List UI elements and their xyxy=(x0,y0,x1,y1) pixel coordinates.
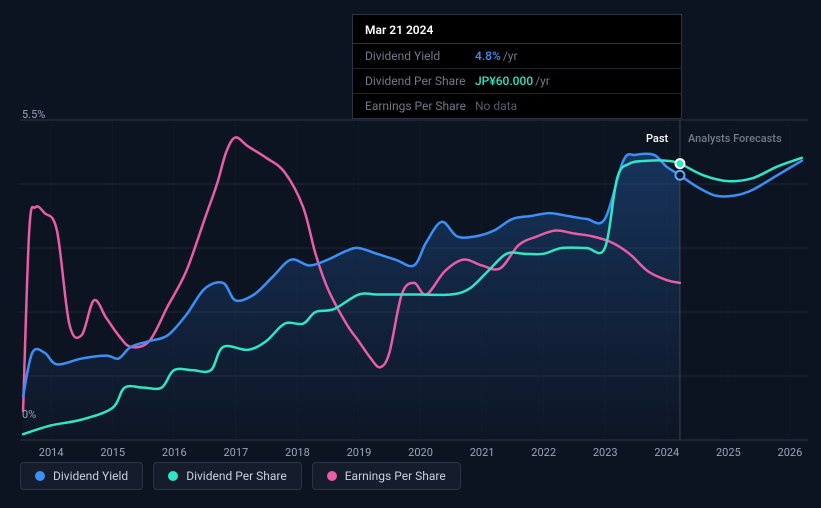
tooltip-row-value: 4.8% xyxy=(475,49,501,63)
x-tick: 2017 xyxy=(223,446,248,459)
x-tick: 2021 xyxy=(470,446,495,459)
x-tick: 2019 xyxy=(347,446,372,459)
tooltip-row: Earnings Per ShareNo data xyxy=(353,94,681,118)
x-tick: 2018 xyxy=(285,446,310,459)
analysts-forecasts-label: Analysts Forecasts xyxy=(688,132,782,145)
x-tick: 2015 xyxy=(100,446,125,459)
chart-tooltip: Mar 21 2024 Dividend Yield4.8% /yrDivide… xyxy=(352,14,682,119)
legend-label: Earnings Per Share xyxy=(345,469,446,483)
legend-item-dividend-per-share[interactable]: Dividend Per Share xyxy=(153,462,302,490)
legend-item-dividend-yield[interactable]: Dividend Yield xyxy=(20,462,143,490)
legend-item-earnings-per-share[interactable]: Earnings Per Share xyxy=(312,462,461,490)
past-label: Past xyxy=(646,132,668,145)
legend-label: Dividend Per Share xyxy=(186,469,287,483)
tooltip-row-label: Earnings Per Share xyxy=(365,99,475,113)
dividend-chart[interactable]: 5.5% 0% Past Analysts Forecasts 2014 2015… xyxy=(0,0,821,508)
legend-dot xyxy=(168,471,178,481)
tooltip-row-unit: /yr xyxy=(535,74,550,88)
x-tick: 2024 xyxy=(654,446,679,459)
tooltip-row: Dividend Per ShareJP¥60.000 /yr xyxy=(353,69,681,94)
chart-legend: Dividend Yield Dividend Per Share Earnings… xyxy=(20,462,461,490)
tooltip-row-nodata: No data xyxy=(475,99,517,113)
x-tick: 2014 xyxy=(39,446,64,459)
legend-label: Dividend Yield xyxy=(53,469,128,483)
tooltip-row-value: JP¥60.000 xyxy=(475,74,533,88)
y-axis-max: 5.5% xyxy=(22,108,45,121)
tooltip-row-label: Dividend Per Share xyxy=(365,74,475,88)
legend-dot xyxy=(35,471,45,481)
x-tick: 2016 xyxy=(162,446,187,459)
y-axis-min: 0% xyxy=(22,408,36,421)
x-tick: 2026 xyxy=(778,446,803,459)
tooltip-row-unit: /yr xyxy=(503,49,518,63)
x-tick: 2020 xyxy=(408,446,433,459)
x-tick: 2025 xyxy=(716,446,741,459)
tooltip-date: Mar 21 2024 xyxy=(353,15,681,44)
x-tick: 2022 xyxy=(531,446,556,459)
legend-dot xyxy=(327,471,337,481)
x-tick: 2023 xyxy=(593,446,618,459)
tooltip-row: Dividend Yield4.8% /yr xyxy=(353,44,681,69)
tooltip-row-label: Dividend Yield xyxy=(365,49,475,63)
